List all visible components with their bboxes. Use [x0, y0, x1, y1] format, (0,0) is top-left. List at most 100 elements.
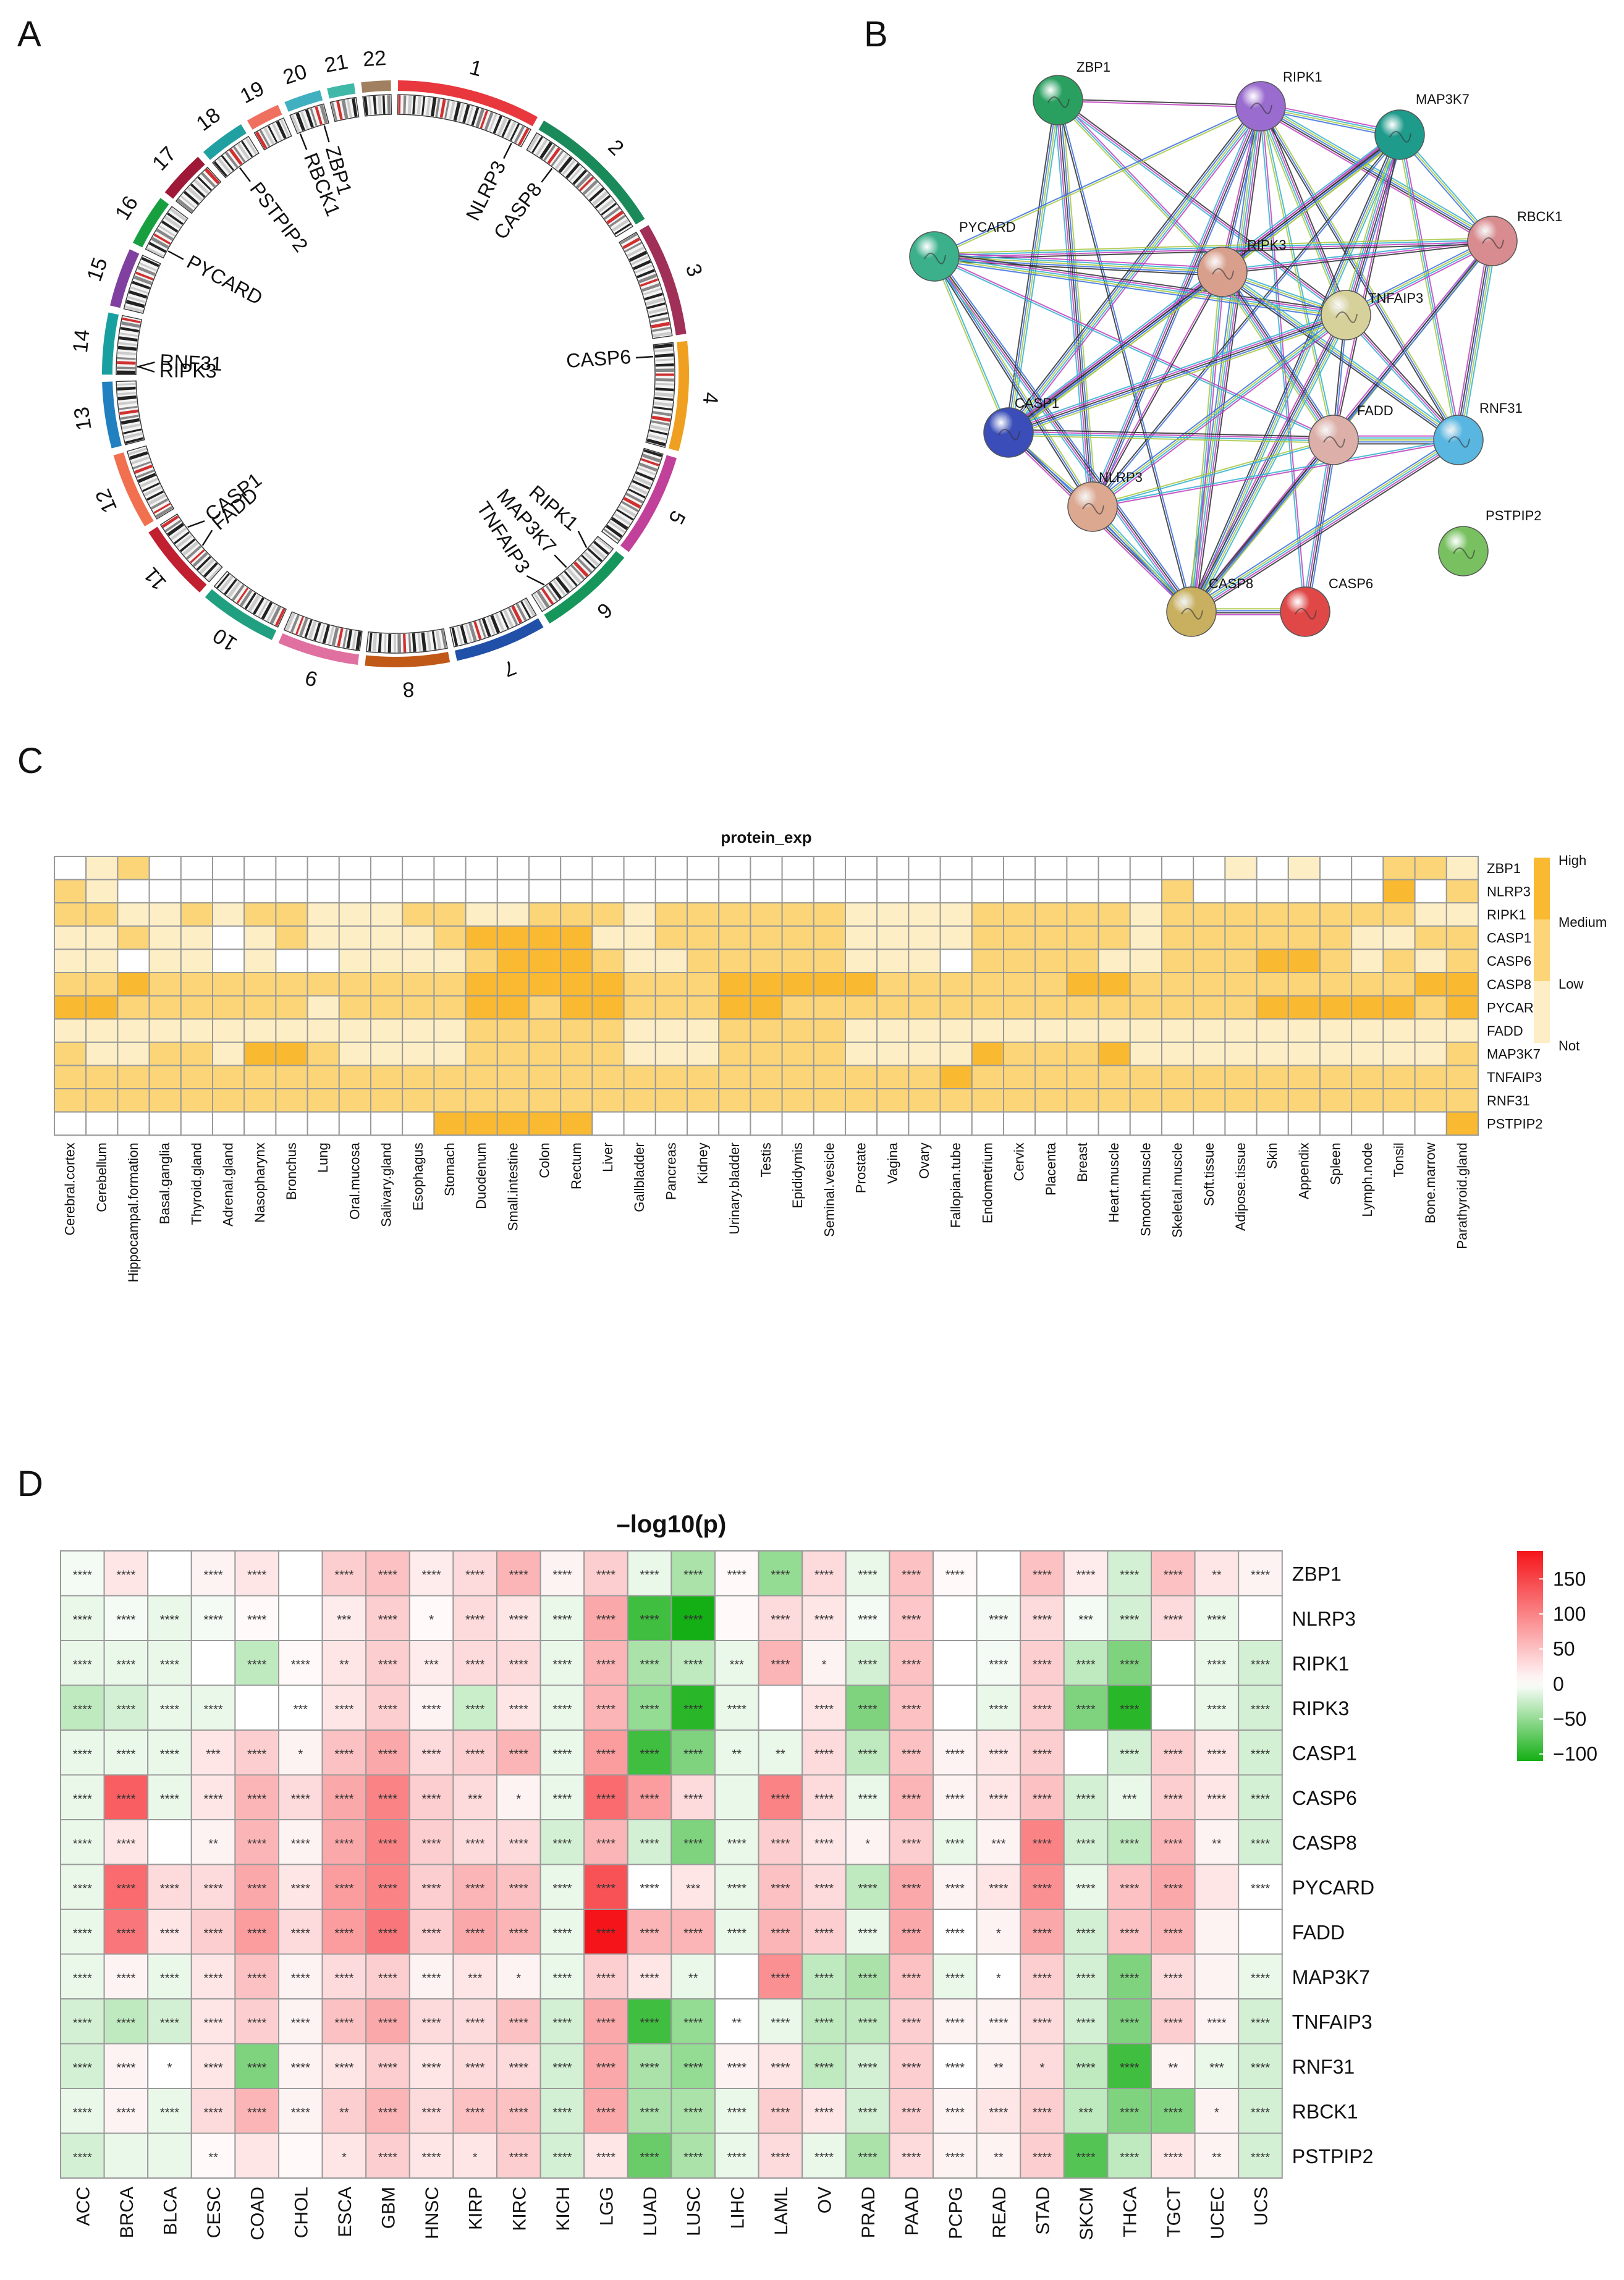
heatmap-cell	[1319, 925, 1353, 950]
significance-stars: ****	[204, 1882, 223, 1896]
heatmap-cell	[654, 1088, 688, 1113]
column-label: Bronchus	[284, 1142, 299, 1200]
heatmap-cell	[623, 879, 656, 904]
significance-stars: ****	[596, 1792, 615, 1806]
heatmap-cell	[781, 1088, 814, 1113]
heatmap-cell	[1161, 948, 1195, 973]
network-edge	[934, 251, 1223, 269]
cytoband	[295, 616, 304, 635]
network-edge	[1093, 135, 1402, 508]
heatmap-cell	[85, 1088, 119, 1113]
cytoband	[622, 237, 640, 250]
column-label: Liver	[600, 1142, 615, 1172]
heatmap-cell	[148, 1065, 182, 1089]
heatmap-cell	[758, 2132, 803, 2179]
significance-stars: *	[996, 1927, 1001, 1940]
heatmap-cell	[1238, 1909, 1283, 1955]
heatmap-cell	[117, 925, 150, 950]
heatmap-cell	[433, 972, 467, 997]
significance-stars: ****	[509, 1613, 528, 1627]
heatmap-cell	[1445, 1065, 1479, 1089]
significance-stars: ****	[945, 1792, 965, 1806]
heatmap-cell	[1097, 902, 1131, 927]
significance-stars: ****	[247, 1658, 266, 1671]
heatmap-cell	[718, 1041, 751, 1066]
cytoband	[117, 392, 137, 396]
cytoband	[372, 633, 378, 652]
significance-stars: ****	[1164, 2016, 1183, 2030]
significance-stars: ****	[1033, 1568, 1052, 1582]
row-label: RBCK1	[1292, 2100, 1358, 2122]
cytoband	[117, 357, 136, 360]
network-edge	[1092, 438, 1458, 507]
heatmap-cell	[876, 972, 910, 997]
heatmap-cell	[654, 925, 688, 950]
significance-stars: ***	[1078, 2106, 1093, 2119]
cytoband	[655, 373, 674, 376]
heatmap-cell	[1129, 995, 1163, 1020]
heatmap-cell	[876, 879, 910, 904]
heatmap-cell	[1445, 879, 1479, 904]
heatmap-cell	[1256, 856, 1289, 880]
heatmap-cell	[117, 1111, 150, 1136]
heatmap-cell	[845, 1953, 890, 1999]
heatmap-cell	[750, 995, 783, 1020]
significance-stars: ****	[509, 1703, 528, 1716]
significance-stars: ****	[989, 1792, 1008, 1806]
significance-stars: ****	[552, 1568, 572, 1582]
significance-stars: ****	[204, 1927, 223, 1940]
heatmap-cell	[714, 1595, 759, 1641]
significance-stars: ****	[465, 1703, 484, 1716]
column-label: Basal.ganglia	[157, 1142, 172, 1224]
heatmap-cell	[1194, 1684, 1240, 1731]
row-label: RIPK1	[1487, 907, 1526, 923]
significance-stars: ****	[116, 1568, 135, 1582]
cytoband	[313, 622, 321, 641]
heatmap-cell	[845, 995, 878, 1020]
significance-stars: ****	[989, 1658, 1008, 1671]
heatmap-cell	[1382, 902, 1416, 927]
cytoband	[125, 437, 144, 444]
heatmap-cell	[781, 902, 814, 927]
gene-marker	[137, 365, 155, 373]
heatmap-cell	[275, 972, 308, 997]
cytoband	[378, 633, 382, 652]
heatmap-cell	[813, 948, 847, 973]
network-edge	[1223, 270, 1336, 439]
heatmap-cell	[627, 2043, 672, 2089]
significance-stars: ****	[378, 1747, 397, 1761]
heatmap-cell	[750, 972, 783, 997]
cytoband	[248, 594, 261, 612]
heatmap-cell	[933, 1953, 978, 1999]
heatmap-cell	[275, 995, 308, 1020]
heatmap-cell	[408, 1550, 454, 1597]
heatmap-cell	[1414, 995, 1447, 1020]
heatmap-cell	[496, 1018, 530, 1043]
heatmap-cell	[148, 1111, 182, 1136]
heatmap-cell	[402, 995, 435, 1020]
cytoband	[403, 95, 407, 114]
column-label: Skin	[1264, 1142, 1280, 1169]
column-label: LUSC	[684, 2187, 704, 2236]
heatmap-cell	[180, 948, 213, 973]
cytoband	[468, 622, 477, 641]
heatmap-cell	[370, 1018, 404, 1043]
gene-marker	[299, 133, 308, 150]
network-edge	[1222, 240, 1493, 272]
heatmap-cell	[275, 856, 308, 880]
column-label: LGG	[597, 2187, 617, 2226]
cytoband	[295, 112, 305, 132]
chromosome-label: 20	[280, 60, 310, 90]
heatmap-cell	[85, 995, 119, 1020]
heatmap-cell	[234, 2132, 279, 2179]
cytoband	[573, 561, 589, 577]
heatmap-cell	[670, 2088, 716, 2134]
cytoband	[118, 342, 137, 347]
heatmap-cell	[180, 879, 213, 904]
heatmap-cell	[813, 972, 847, 997]
significance-stars: ****	[247, 1972, 266, 1985]
heatmap-cell	[908, 856, 941, 880]
significance-stars: ***	[1209, 2061, 1224, 2075]
heatmap-cell	[147, 1550, 192, 1597]
significance-stars: ****	[1164, 1747, 1183, 1761]
